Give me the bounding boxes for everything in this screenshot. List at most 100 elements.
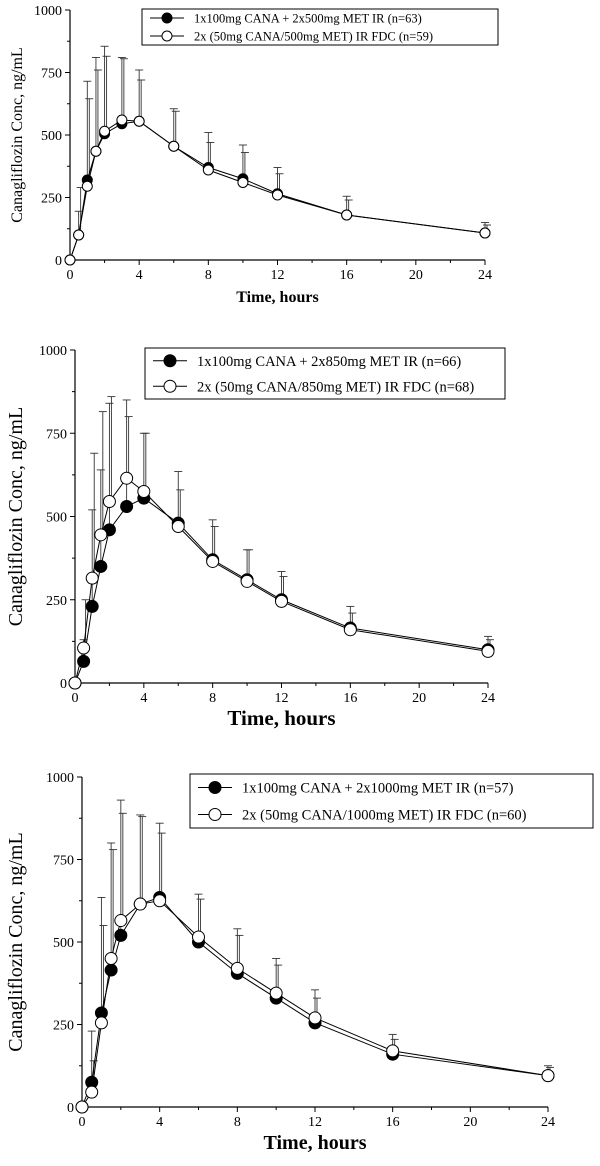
data-point-open (341, 209, 353, 221)
y-tick-label: 750 (53, 854, 74, 869)
data-point-open (541, 1069, 555, 1083)
chart-panel-2: 0 250 500 750 1000 0 4 8 12 16 20 24 Time, hours Cana… (0, 330, 600, 750)
x-tick-label: 12 (275, 691, 289, 706)
x-tick-label: 8 (234, 1115, 241, 1130)
x-tick-label: 8 (205, 268, 212, 283)
pk-chart-3: 0 250 500 750 1000 0 4 8 12 16 20 24 Time, hours Cana… (5, 771, 594, 1154)
data-point-filled (94, 559, 108, 573)
data-point-open (104, 952, 118, 965)
legend-marker-filled (161, 12, 173, 24)
legend-entry: 2x (50mg CANA/500mg MET) IR FDC (n=59) (194, 29, 433, 43)
x-tick-label: 20 (463, 1115, 477, 1130)
data-point-open (230, 961, 244, 975)
pk-chart-1: 0 250 500 750 1000 0 4 8 12 16 20 24 Time, hours Cana… (9, 4, 499, 306)
data-point-open (386, 1044, 400, 1058)
y-tick-label: 500 (53, 936, 74, 951)
data-point-open (81, 180, 93, 192)
data-point-filled (77, 654, 91, 668)
data-point-open (275, 594, 288, 608)
data-point-open (206, 554, 220, 568)
legend-marker-filled (208, 781, 222, 794)
x-tick-label: 16 (343, 691, 357, 706)
x-tick-label: 24 (478, 268, 492, 283)
x-axis-label: Time, hours (264, 1132, 367, 1154)
data-point-open (479, 227, 491, 239)
data-point-open (94, 1016, 108, 1030)
legend-entry: 2x (50mg CANA/1000mg MET) IR FDC (n=60) (242, 808, 527, 824)
y-tick-label: 1000 (34, 4, 62, 19)
y-tick-label: 500 (41, 129, 62, 144)
x-tick-label: 4 (140, 691, 147, 706)
x-axis-label: Time, hours (227, 706, 335, 730)
y-tick-label: 250 (53, 1019, 74, 1034)
data-point-open (481, 644, 495, 658)
y-axis-label: Canagliflozin Conc, ng/mL (9, 47, 26, 223)
legend-marker-open (161, 30, 173, 42)
data-point-open (133, 897, 147, 911)
data-point-open (192, 930, 205, 944)
data-point-open (116, 114, 128, 126)
data-point-open (68, 676, 82, 690)
data-point-open (75, 1100, 89, 1114)
legend-box (141, 8, 499, 46)
legend-entry: 2x (50mg CANA/850mg MET) IR FDC (n=68) (197, 379, 474, 395)
pk-chart-2: 0 250 500 750 1000 0 4 8 12 16 20 24 Time, hours Cana… (5, 344, 506, 730)
x-tick-label: 24 (541, 1115, 555, 1130)
x-tick-label: 20 (412, 691, 426, 706)
data-point-open (114, 914, 128, 928)
y-tick-label: 0 (55, 254, 62, 269)
data-point-open (102, 495, 116, 509)
x-tick-label: 12 (271, 268, 285, 283)
x-tick-label: 24 (481, 691, 495, 706)
x-tick-label: 16 (340, 268, 354, 283)
y-tick-label: 1000 (39, 344, 67, 359)
data-point-open (77, 641, 91, 655)
x-tick-label: 8 (209, 691, 216, 706)
legend-box (144, 347, 506, 400)
data-point-open (237, 177, 249, 188)
data-point-open (133, 115, 145, 127)
data-point-open (343, 623, 357, 637)
data-point-open (85, 1085, 99, 1099)
x-tick-label: 0 (67, 268, 74, 283)
data-point-open (269, 986, 283, 1000)
legend-entry: 1x100mg CANA + 2x1000mg MET IR (n=57) (242, 781, 514, 797)
x-tick-label: 16 (386, 1115, 400, 1130)
data-point-filled (120, 500, 134, 514)
data-point-open (272, 189, 283, 201)
x-tick-label: 0 (72, 691, 79, 706)
legend-box (189, 773, 594, 829)
x-tick-label: 0 (79, 1115, 86, 1130)
x-tick-label: 4 (156, 1115, 163, 1130)
data-point-open (90, 145, 102, 157)
x-tick-label: 20 (409, 268, 423, 283)
data-point-open (168, 140, 180, 152)
data-point-open (171, 519, 185, 533)
x-tick-label: 4 (136, 268, 143, 283)
data-point-filled (104, 963, 118, 977)
data-point-open (240, 574, 254, 588)
y-tick-label: 250 (41, 192, 62, 207)
legend-entry: 1x100mg CANA + 2x850mg MET IR (n=66) (197, 354, 461, 370)
legend-marker-open (163, 379, 177, 393)
y-tick-label: 750 (41, 67, 62, 82)
data-point-open (94, 528, 108, 542)
legend-entry: 1x100mg CANA + 2x500mg MET IR (n=63) (194, 11, 422, 25)
data-point-open (64, 254, 76, 266)
y-tick-label: 250 (46, 594, 67, 609)
y-tick-label: 750 (46, 427, 67, 442)
x-tick-label: 12 (308, 1115, 322, 1130)
y-tick-label: 1000 (46, 771, 74, 786)
y-axis-label: Canagliflozin Conc, ng/mL (5, 407, 27, 626)
data-point-open (202, 164, 214, 176)
y-axis-label: Canagliflozin Conc, ng/mL (5, 832, 27, 1051)
data-point-filled (114, 928, 128, 942)
data-point-open (153, 894, 167, 908)
legend-marker-filled (163, 354, 177, 368)
data-point-open (137, 485, 151, 499)
data-point-open (120, 471, 134, 485)
data-point-open (308, 1011, 322, 1025)
data-point-open (99, 125, 111, 137)
y-tick-label: 500 (46, 511, 67, 526)
chart-panel-1: 0 250 500 750 1000 0 4 8 12 16 20 24 Time, hours Cana… (0, 0, 600, 308)
